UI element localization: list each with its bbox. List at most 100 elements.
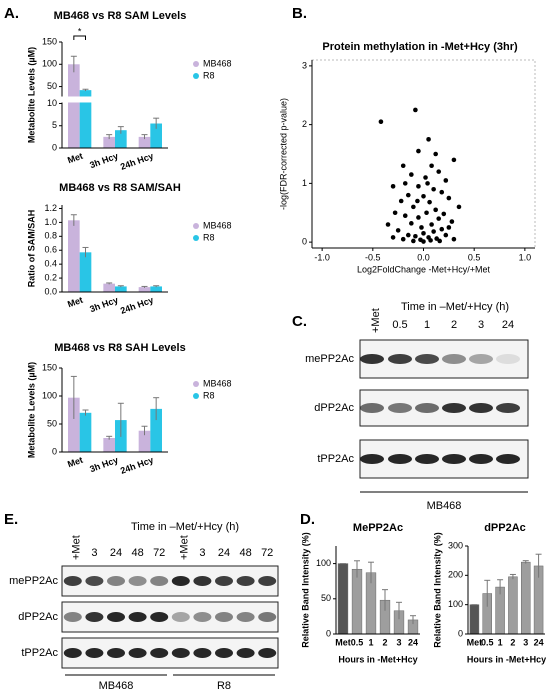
blot-band xyxy=(236,576,255,586)
lane-label: 1 xyxy=(424,319,430,331)
blot-band xyxy=(215,576,233,586)
chart-title: MB468 vs R8 SAM/SAH xyxy=(59,182,181,194)
point xyxy=(421,194,426,199)
blot-band xyxy=(496,354,520,364)
y-tick-label: 0 xyxy=(52,142,57,152)
row-label: tPP2Ac xyxy=(21,647,58,659)
y-tick-label: 0.8 xyxy=(44,231,57,241)
x-tick-label: 24 xyxy=(408,637,418,647)
bar xyxy=(115,130,127,148)
x-tick-label: 1 xyxy=(368,637,373,647)
blot-band xyxy=(469,403,493,413)
panel-label: D. xyxy=(300,511,315,528)
y-tick-label: 50 xyxy=(321,593,331,603)
point xyxy=(416,148,421,154)
lane-label: 3 xyxy=(478,319,484,331)
point xyxy=(446,195,452,201)
blot-band xyxy=(258,576,277,586)
y-tick-label: 0 xyxy=(458,628,463,638)
blot-band xyxy=(388,354,412,364)
group-label: MB468 xyxy=(427,500,462,512)
legend-marker xyxy=(193,73,199,79)
point xyxy=(443,232,449,238)
bar xyxy=(508,576,518,635)
point xyxy=(405,232,411,238)
x-tick-label: Met xyxy=(66,295,84,310)
point xyxy=(424,210,429,216)
blot-header: Time in –Met/+Hcy (h) xyxy=(131,521,239,533)
panel-label: B. xyxy=(292,5,307,22)
lane-label: 3 xyxy=(199,547,205,559)
y-tick-label: 0 xyxy=(326,628,331,638)
legend-label: MB468 xyxy=(203,220,232,230)
legend-marker xyxy=(193,381,199,387)
point xyxy=(402,181,408,186)
axis-break xyxy=(58,96,172,103)
point xyxy=(451,236,457,242)
x-tick-label: Met xyxy=(66,151,84,166)
blot-control: +Met xyxy=(370,308,382,333)
point xyxy=(428,238,433,243)
point xyxy=(409,172,414,177)
x-tick-label: Met xyxy=(467,637,483,647)
x-tick-label: 24h Hcy xyxy=(119,455,155,476)
point xyxy=(421,239,426,244)
point xyxy=(400,163,406,169)
blot-band xyxy=(360,454,384,464)
point xyxy=(433,207,438,213)
point xyxy=(390,235,396,240)
blot-band xyxy=(469,354,493,364)
point xyxy=(402,213,408,218)
y-tick-label: 200 xyxy=(448,570,463,580)
y-axis-label: Ratio of SAM/SAH xyxy=(26,210,36,288)
x-tick-label: -0.5 xyxy=(365,252,381,262)
plot-frame xyxy=(311,59,536,249)
point xyxy=(425,181,430,186)
y-tick-label: 0 xyxy=(52,446,57,456)
blot-band xyxy=(415,403,439,413)
chart-title: dPP2Ac xyxy=(484,522,526,534)
y-tick-label: 50 xyxy=(47,81,57,91)
y-tick-label: 150 xyxy=(42,362,57,372)
y-tick-label: 1 xyxy=(302,178,307,188)
x-tick-label: 3 xyxy=(523,637,528,647)
blot-band xyxy=(150,576,169,586)
legend-label: R8 xyxy=(203,232,215,242)
x-tick-label: 3h Hcy xyxy=(88,151,119,170)
y-tick-label: 100 xyxy=(316,558,331,568)
blot-band xyxy=(193,648,212,658)
point xyxy=(411,238,416,244)
bar xyxy=(68,397,80,452)
panel-label: E. xyxy=(4,511,18,528)
chart-title: MB468 vs R8 SAH Levels xyxy=(54,342,185,354)
bar xyxy=(138,287,151,292)
bar xyxy=(103,438,115,452)
blot-band xyxy=(215,612,233,622)
y-tick-label: 0.2 xyxy=(44,272,57,282)
panel-label: C. xyxy=(292,313,307,330)
blot-band xyxy=(107,648,125,658)
y-tick-label: 0.4 xyxy=(44,259,57,269)
panel-label: A. xyxy=(4,5,19,22)
blot-band xyxy=(469,454,493,464)
blot-band xyxy=(171,648,190,658)
lane-label: 3 xyxy=(91,547,97,559)
blot-band xyxy=(171,576,190,586)
y-tick-label: 10 xyxy=(47,98,57,108)
x-tick-label: 24h Hcy xyxy=(119,151,155,172)
chart-title: Protein methylation in -Met+Hcy (3hr) xyxy=(322,41,518,53)
point xyxy=(427,199,432,205)
y-tick-label: 1.0 xyxy=(44,217,57,227)
lane-label: +Met xyxy=(179,535,191,560)
blot-band xyxy=(360,354,384,364)
bar xyxy=(68,64,80,148)
chart-title: MB468 vs R8 SAM Levels xyxy=(54,10,187,22)
bar xyxy=(150,286,162,292)
x-tick-label: 2 xyxy=(382,637,387,647)
x-axis-label: Hours in -Met+Hcy xyxy=(467,654,546,664)
blot-band xyxy=(388,403,412,413)
blot-band xyxy=(258,612,277,622)
blot-band xyxy=(63,648,82,658)
lane-label: 48 xyxy=(239,547,251,559)
